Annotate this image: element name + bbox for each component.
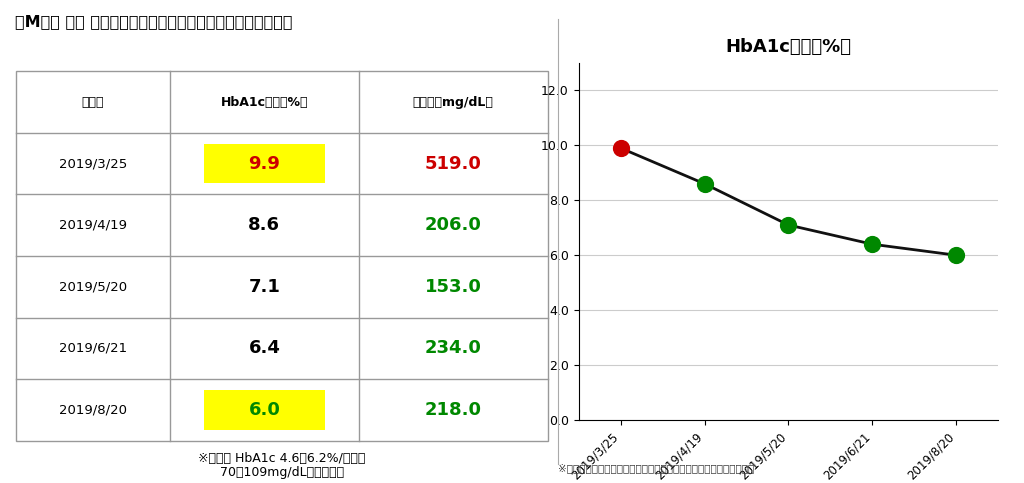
Text: 8.6: 8.6 [248,216,281,234]
Text: 218.0: 218.0 [425,401,481,419]
Point [696,180,713,187]
Text: 70～109mg/dL（空腹時）: 70～109mg/dL（空腹時） [219,466,344,479]
Point [612,144,629,152]
Text: 153.0: 153.0 [425,278,481,296]
Text: 6.4: 6.4 [249,339,281,357]
Text: 『M様』 男性 ６９歳の「太陽の菊芋」摄取後の血糖値の変化: 『M様』 男性 ６９歳の「太陽の菊芋」摄取後の血糖値の変化 [15,14,293,29]
Text: 2019/6/21: 2019/6/21 [58,342,127,355]
Text: 234.0: 234.0 [425,339,481,357]
Text: 2019/4/19: 2019/4/19 [58,219,127,232]
Text: 6.0: 6.0 [249,401,281,419]
Text: HbA1c数値（%）: HbA1c数値（%） [220,96,308,109]
Point [780,221,797,229]
Title: HbA1c数値（%）: HbA1c数値（%） [725,38,852,56]
Text: 519.0: 519.0 [425,155,481,173]
Text: 206.0: 206.0 [425,216,481,234]
Text: ※上記は実際に使用された方の一例です。効果は個人差があります。: ※上記は実際に使用された方の一例です。効果は個人差があります。 [558,463,755,473]
Text: 7.1: 7.1 [249,278,281,296]
Bar [204,144,325,184]
Point [948,251,965,259]
Text: 測定日: 測定日 [82,96,104,109]
Text: ※基準値 HbA1c 4.6～6.2%/血糖値: ※基準値 HbA1c 4.6～6.2%/血糖値 [198,452,366,465]
Text: 9.9: 9.9 [249,155,281,173]
Text: 血糖値（mg/dL）: 血糖値（mg/dL） [413,96,494,109]
Bar [204,390,325,429]
Text: 2019/8/20: 2019/8/20 [58,403,127,416]
Text: 2019/5/20: 2019/5/20 [58,280,127,293]
Text: 2019/3/25: 2019/3/25 [58,157,127,170]
Point [864,241,881,248]
